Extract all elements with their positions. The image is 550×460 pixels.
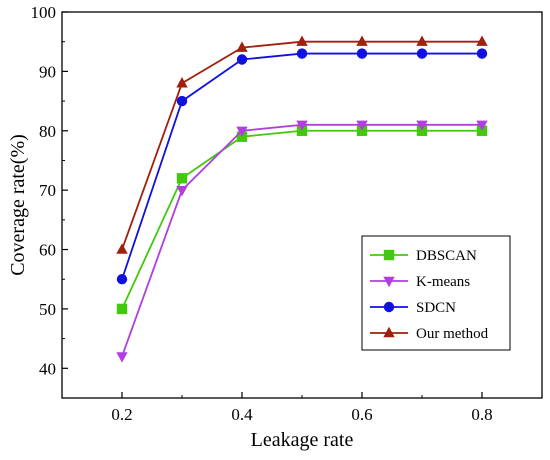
data-point [356,120,368,132]
legend-label: SDCN [416,300,456,316]
legend-marker [383,276,395,288]
legend-item: K-means [370,274,470,290]
series-layer [116,35,488,363]
data-point [416,120,428,132]
x-axis: 0.2 0.4 0.6 0.8 [61,392,543,424]
y-tick-label: 80 [39,122,56,141]
x-tick-label: 0.4 [231,405,253,424]
data-point [416,48,428,59]
legend-item: DBSCAN [370,248,477,264]
data-point [296,120,308,132]
data-point [356,48,368,59]
data-point [296,48,308,59]
data-point [176,173,188,184]
data-point [476,120,488,132]
data-point [416,35,428,46]
data-point [476,48,488,59]
data-point [476,35,488,46]
y-axis-title: Coverage rate(%) [7,134,29,276]
x-tick-label: 0.6 [351,405,372,424]
data-point [176,77,188,88]
data-point [356,35,368,46]
data-point [236,54,248,65]
y-tick-label: 90 [39,62,56,81]
legend-item: Our method [370,326,489,342]
legend-marker [383,326,395,338]
y-tick-label: 100 [31,3,57,22]
y-tick-label: 40 [39,359,56,378]
y-tick-label: 60 [39,241,56,260]
data-point [176,185,188,197]
legend-label: DBSCAN [416,248,477,264]
data-point [116,243,128,254]
legend-marker [383,249,395,261]
x-axis-title: Leakage rate [251,429,354,451]
data-point [236,126,248,137]
legend-label: Our method [416,326,489,342]
y-tick-label: 50 [39,300,56,319]
legend-label: K-means [416,274,470,290]
x-tick-label: 0.8 [471,405,492,424]
y-tick-label: 70 [39,181,56,200]
data-point [296,35,308,46]
series-k-means [116,120,488,363]
data-point [116,303,128,315]
legend-item: SDCN [370,300,456,316]
legend-marker [383,301,395,313]
x-tick-label: 0.2 [111,405,132,424]
data-point [236,41,248,52]
legend: DBSCAN K-means SDCN Our method [361,235,511,351]
y-axis: 40 50 60 70 80 90 100 [31,3,68,378]
series-our-method [116,35,488,254]
series-sdcn [116,48,488,285]
data-point [176,95,188,107]
data-point [116,274,128,285]
data-point [116,352,128,363]
